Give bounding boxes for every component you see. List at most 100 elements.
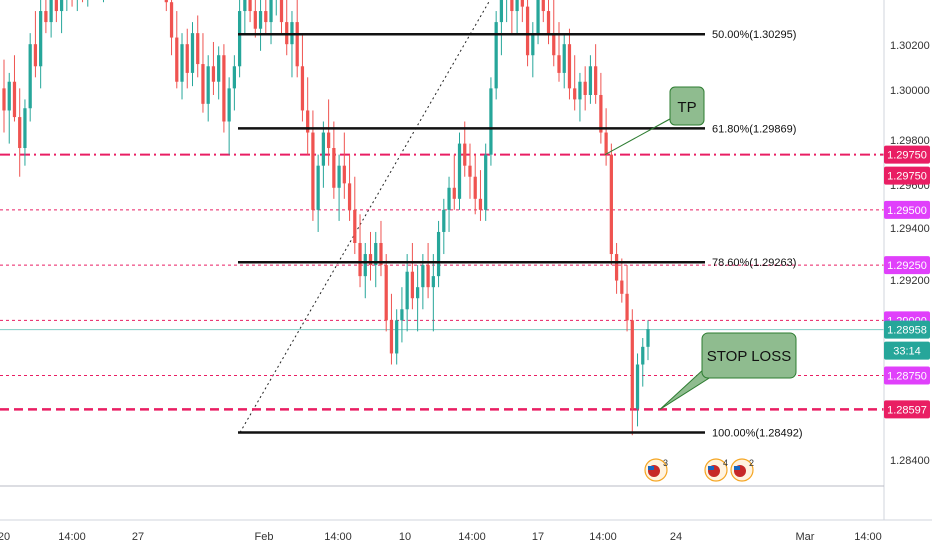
level-price-tag: 1.29750: [884, 145, 930, 164]
candle-body: [609, 154, 613, 255]
candle-body: [342, 165, 346, 184]
candle-body: [578, 81, 582, 100]
stop-loss-callout-box: [701, 332, 797, 379]
candle-body: [379, 243, 383, 266]
time-axis[interactable]: 20 14:00 27 Feb 14:00 10 14:00 17 14:00 24 Mar 14:0…: [0, 531, 882, 543]
candle-body: [44, 11, 48, 23]
candle-body: [39, 11, 43, 67]
flag-canton-icon: [648, 466, 654, 470]
candle-body: [447, 187, 451, 210]
fib-level-label: 100.00%(1.28492): [712, 428, 803, 440]
level-price-tag: 1.29250: [884, 256, 930, 275]
candle-body: [625, 293, 629, 321]
candle-body: [431, 276, 435, 288]
callouts: TP STOP LOSS: [604, 86, 797, 410]
candle-body: [442, 209, 446, 232]
fib-level-label: 78.60%(1.29263): [712, 257, 796, 269]
level-price-tag-bg: [884, 400, 930, 419]
event-badge: 4: [704, 458, 728, 482]
time-tick-label: 14:00: [58, 531, 86, 543]
candle-body: [604, 132, 608, 155]
price-axis[interactable]: 1.302001.300001.298001.296001.294001.292…: [890, 40, 930, 467]
event-badge: 2: [730, 458, 754, 482]
candle-body: [258, 11, 263, 29]
candle-body: [217, 55, 221, 82]
level-price-tag-bg: [884, 166, 930, 185]
fib-level-label: 61.80%(1.29869): [712, 123, 796, 135]
candle-body: [410, 271, 415, 299]
candle-body: [264, 11, 268, 23]
event-badge: 3: [644, 458, 668, 482]
candle-body: [395, 320, 399, 354]
candle-body: [211, 66, 216, 82]
candle-body: [222, 55, 226, 122]
candle-body: [520, 0, 524, 7]
tp-callout-box: [669, 86, 705, 126]
candle-body: [180, 44, 184, 82]
fibonacci-levels: 50.00%(1.30295) 61.80%(1.29869) 78.60%(1.2…: [238, 29, 803, 440]
flag-canton-icon: [734, 466, 740, 470]
candle-body: [363, 254, 367, 277]
tp-callout-text: TP: [677, 99, 696, 116]
level-price-tag-bg: [884, 256, 930, 275]
candle-body: [515, 0, 519, 12]
event-badge-count: 3: [663, 458, 668, 468]
candle-body: [473, 176, 477, 199]
candle-body: [484, 154, 488, 210]
level-price-tag: 1.29750: [884, 166, 930, 185]
candle-body: [295, 22, 299, 67]
candle-body: [269, 0, 273, 23]
candle-body: [358, 243, 362, 277]
candle-body: [594, 66, 598, 95]
countdown-tag: 33:14: [884, 341, 930, 360]
candle-body: [321, 132, 326, 166]
current-price-tag-text: 1.28958: [887, 325, 927, 337]
price-tick-label: 1.30000: [890, 85, 930, 97]
candle-body: [552, 33, 556, 56]
candle-body: [614, 254, 619, 281]
candle-body: [531, 33, 535, 56]
price-axis-tags: 1.297501.297501.295001.292501.290001.287…: [884, 145, 930, 419]
candle-body: [635, 364, 640, 409]
countdown-tag-text: 33:14: [893, 346, 921, 358]
level-price-tag-text: 1.28597: [887, 404, 927, 416]
candle-body: [175, 37, 179, 82]
candle-body: [457, 143, 462, 199]
price-tick-label: 1.29200: [890, 275, 930, 287]
level-price-tag-bg: [884, 200, 930, 219]
candle-body: [478, 198, 483, 210]
time-tick-label: 14:00: [324, 531, 352, 543]
fib-level-label: 50.00%(1.30295): [712, 29, 796, 41]
candle-body: [452, 187, 456, 199]
candle-body: [489, 88, 493, 155]
candle-body: [248, 0, 252, 12]
candle-body: [641, 346, 645, 365]
candle-body: [232, 66, 236, 89]
price-tick-label: 1.29400: [890, 223, 930, 235]
candlesticks: [2, 0, 650, 436]
tp-callout: TP: [604, 86, 705, 156]
time-tick-label: 14:00: [589, 531, 617, 543]
candle-body: [541, 0, 545, 12]
candle-body: [196, 33, 200, 65]
event-badge-count: 4: [723, 458, 728, 468]
level-price-tag-bg: [884, 145, 930, 164]
candle-body: [28, 44, 32, 109]
candle-body: [306, 110, 310, 133]
candle-body: [536, 0, 540, 34]
time-tick-label: 17: [532, 531, 544, 543]
stop-loss-callout: STOP LOSS: [659, 332, 797, 410]
candle-body: [316, 165, 320, 210]
current-price-tag: 1.28958: [884, 320, 930, 339]
current-price-tag-bg: [884, 320, 930, 339]
candle-body: [384, 265, 388, 321]
level-price-tag: 1.28750: [884, 366, 930, 385]
candle-body: [468, 165, 472, 177]
candle-body: [599, 94, 603, 133]
candle-body: [630, 320, 634, 409]
candle-body: [243, 0, 247, 12]
candle-body: [494, 22, 498, 89]
fib-trend-line: [239, 0, 491, 433]
